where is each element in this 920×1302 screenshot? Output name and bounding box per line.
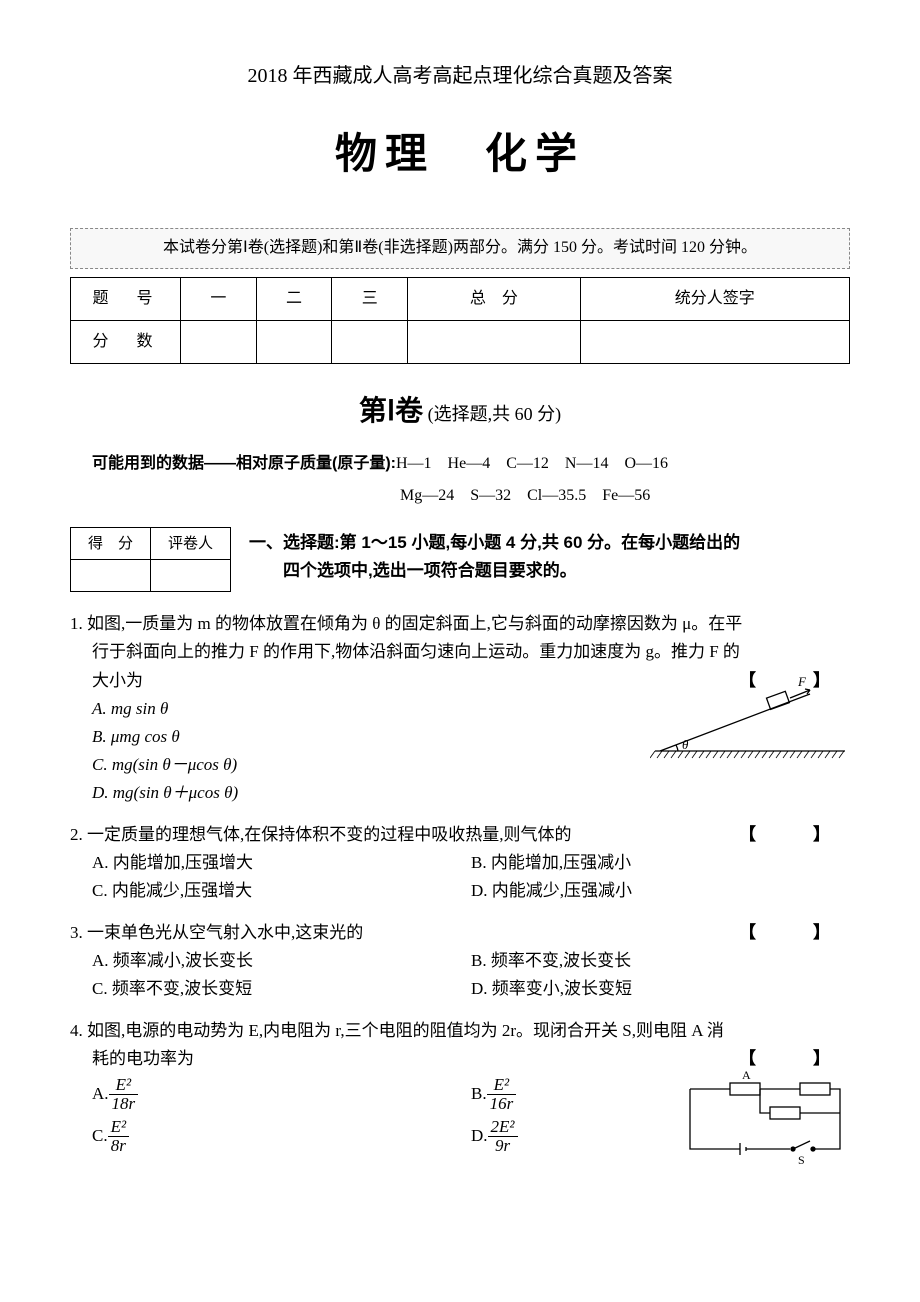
section-big: 第Ⅰ卷 [359, 395, 423, 426]
section-1-title: 第Ⅰ卷 (选择题,共 60 分) [70, 388, 850, 434]
option-d: D. mg(sin θ＋μcos θ) [92, 779, 850, 807]
subject-title: 物理 化学 [70, 119, 850, 188]
exam-info-box: 本试卷分第Ⅰ卷(选择题)和第Ⅱ卷(非选择题)两部分。满分 150 分。考试时间 … [70, 228, 850, 268]
cell: 二 [256, 277, 332, 320]
option-c: C. E²8r [92, 1115, 471, 1157]
option-b: B. 频率不变,波长变长 [471, 947, 850, 975]
option-a: A. 频率减小,波长变长 [92, 947, 471, 975]
section-instructions: 一、选择题:第 1～15 小题,每小题 4 分,共 60 分。在每小题给出的 四… [249, 527, 740, 585]
cell [332, 321, 408, 364]
option-c: C. 内能减少,压强增大 [92, 877, 471, 905]
atomic-mass-hint-line2: Mg—24 S—32 Cl—35.5 Fe—56 [400, 483, 850, 509]
option-a: A. E²18r [92, 1073, 471, 1115]
cell: 统分人签字 [580, 277, 849, 320]
cell: 三 [332, 277, 408, 320]
question-3: 3. 一束单色光从空气射入水中,这束光的 【 】 A. 频率减小,波长变长 B.… [70, 919, 850, 1003]
table-row: 分 数 [71, 321, 850, 364]
option-b: B. 内能增加,压强减小 [471, 849, 850, 877]
svg-text:S: S [798, 1153, 805, 1167]
answer-bracket: 【 】 [761, 919, 850, 947]
option-d: D. 频率变小,波长变短 [471, 975, 850, 1003]
cell: 总 分 [408, 277, 581, 320]
svg-text:θ: θ [682, 737, 689, 752]
question-4: 4. 如图,电源的电动势为 E,内电阻为 r,三个电阻的阻值均为 2r。现闭合开… [70, 1017, 850, 1157]
table-row: 题 号 一 二 三 总 分 统分人签字 [71, 277, 850, 320]
cell [151, 560, 231, 592]
cell: 分 数 [71, 321, 181, 364]
svg-text:A: A [742, 1069, 751, 1082]
cell [580, 321, 849, 364]
cell: 评卷人 [151, 528, 231, 560]
question-1: 1. 如图,一质量为 m 的物体放置在倾角为 θ 的固定斜面上,它与斜面的动摩擦… [70, 610, 850, 806]
page-title: 2018 年西藏成人高考高起点理化综合真题及答案 [70, 60, 850, 93]
cell [71, 560, 151, 592]
cell [408, 321, 581, 364]
cell: 一 [181, 277, 257, 320]
option-d: D. 内能减少,压强减小 [471, 877, 850, 905]
cell: 题 号 [71, 277, 181, 320]
option-c: C. 频率不变,波长变短 [92, 975, 471, 1003]
cell: 得 分 [71, 528, 151, 560]
cell [256, 321, 332, 364]
section-small: (选择题,共 60 分) [428, 404, 562, 424]
grader-table: 得 分 评卷人 [70, 527, 231, 592]
cell [181, 321, 257, 364]
svg-text:F: F [797, 676, 807, 689]
circuit-diagram: A S [670, 1069, 850, 1169]
question-2: 2. 一定质量的理想气体,在保持体积不变的过程中吸收热量,则气体的 【 】 A.… [70, 821, 850, 905]
atomic-mass-hint: 可能用到的数据——相对原子质量(原子量):H—1 He—4 C—12 N—14 … [92, 451, 850, 477]
option-a: A. 内能增加,压强增大 [92, 849, 471, 877]
answer-bracket: 【 】 [761, 821, 850, 849]
incline-diagram: θ F [650, 676, 850, 766]
score-table: 题 号 一 二 三 总 分 统分人签字 分 数 [70, 277, 850, 365]
